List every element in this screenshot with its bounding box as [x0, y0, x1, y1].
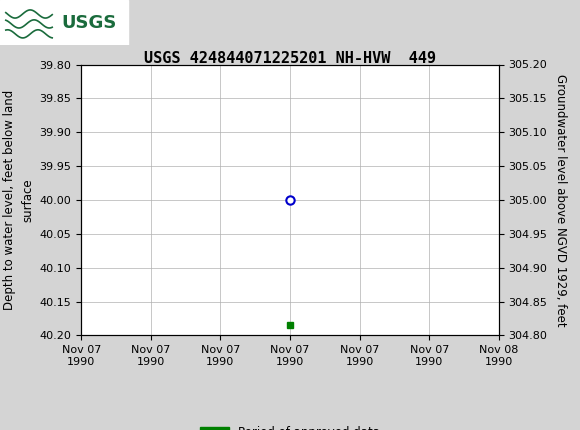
Text: USGS 424844071225201 NH-HVW  449: USGS 424844071225201 NH-HVW 449	[144, 51, 436, 65]
Legend: Period of approved data: Period of approved data	[195, 421, 385, 430]
Text: USGS: USGS	[61, 14, 116, 31]
Y-axis label: Groundwater level above NGVD 1929, feet: Groundwater level above NGVD 1929, feet	[554, 74, 567, 326]
Y-axis label: Depth to water level, feet below land
surface: Depth to water level, feet below land su…	[3, 90, 34, 310]
Bar	[0, 0, 128, 45]
